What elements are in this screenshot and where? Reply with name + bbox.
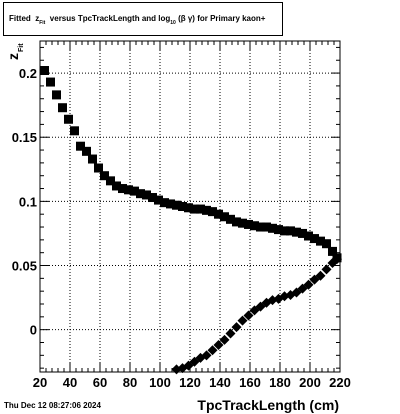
square-marker (232, 217, 241, 227)
x-tick-label: 120 (179, 375, 201, 390)
diamond-marker (225, 328, 236, 339)
x-tick-label: 20 (33, 375, 47, 390)
x-tick-label: 80 (123, 375, 137, 390)
square-marker (316, 236, 325, 246)
diamond-marker (201, 350, 212, 361)
square-marker (76, 141, 85, 151)
square-marker (250, 221, 259, 231)
square-marker (292, 227, 301, 237)
x-tick-label: 40 (63, 375, 77, 390)
x-tick-label: 220 (329, 375, 351, 390)
square-marker (124, 185, 133, 195)
square-marker (94, 163, 103, 173)
title-z-subscript: Fit (39, 20, 46, 26)
square-marker (106, 176, 115, 186)
y-axis-label: z Fit (5, 43, 25, 60)
square-marker (244, 219, 253, 229)
title-log-subscript: 10 (170, 20, 176, 26)
title-box: Fitted zFit versus TpcTrackLength and lo… (3, 2, 283, 36)
square-marker (58, 103, 67, 113)
y-tick-label: 0.2 (19, 66, 37, 81)
title-suffix: for Primary kaon+ (197, 14, 266, 23)
title-beta-gamma: (β γ) (178, 14, 195, 23)
square-marker (130, 186, 139, 196)
square-marker (304, 231, 313, 241)
square-marker (154, 195, 163, 205)
y-axis-label-subscript: Fit (18, 43, 25, 52)
square-marker (238, 218, 247, 228)
square-marker (40, 66, 49, 76)
y-tick-label: 0 (30, 323, 37, 338)
diamond-marker (213, 340, 224, 351)
square-marker (148, 193, 157, 203)
square-marker (172, 200, 181, 210)
square-marker (286, 226, 295, 236)
x-tick-label: 60 (93, 375, 107, 390)
square-marker (166, 199, 175, 209)
square-marker (70, 126, 79, 136)
square-marker (118, 184, 127, 194)
y-axis-label-main: z (5, 53, 21, 60)
square-marker (184, 203, 193, 213)
x-tick-label: 140 (209, 375, 231, 390)
square-marker (280, 226, 289, 236)
x-tick-label: 160 (239, 375, 261, 390)
square-marker (64, 114, 73, 124)
square-marker (274, 225, 283, 235)
square-marker (160, 198, 169, 208)
y-tick-label: 0.1 (19, 194, 37, 209)
diamond-marker (315, 270, 326, 281)
diamond-marker (207, 345, 218, 356)
square-marker (52, 90, 61, 100)
square-marker (208, 207, 217, 217)
square-marker (268, 223, 277, 233)
square-marker (328, 246, 337, 256)
square-marker (100, 171, 109, 181)
y-tick-label: 0.05 (12, 259, 37, 274)
x-tick-label: 180 (269, 375, 291, 390)
data-markers (40, 66, 342, 375)
diamond-marker (332, 254, 342, 265)
square-marker (226, 214, 235, 224)
diamond-marker (303, 279, 314, 290)
square-marker (136, 189, 145, 199)
title-z: z (35, 14, 40, 23)
tick-labels: 20 40 60 80 100 120 140 160 180 200 220 0 0.05 0.1 0.1… (12, 66, 351, 390)
title-mid: versus TpcTrackLength and log (49, 14, 171, 23)
x-tick-label: 100 (149, 375, 171, 390)
x-tick-label: 200 (299, 375, 321, 390)
square-marker (82, 146, 91, 156)
square-marker (190, 204, 199, 214)
diamond-marker (321, 264, 332, 275)
square-marker (142, 190, 151, 200)
square-marker (256, 222, 265, 232)
diamond-marker (231, 322, 242, 333)
chart-title: Fitted zFit versus TpcTrackLength and lo… (9, 14, 266, 26)
y-tick-label: 0.15 (12, 130, 37, 145)
diamond-marker (219, 334, 230, 345)
title-prefix: Fitted (9, 14, 31, 23)
square-marker (88, 154, 97, 164)
x-axis-label: TpcTrackLength (cm) (197, 397, 339, 413)
square-marker (196, 204, 205, 214)
diamond-marker (237, 315, 248, 326)
square-marker (178, 202, 187, 211)
square-marker (322, 239, 331, 249)
square-marker (298, 228, 307, 238)
square-marker (220, 212, 229, 222)
square-marker (310, 234, 319, 244)
square-marker (46, 77, 55, 87)
diamond-marker (243, 310, 254, 321)
square-marker (202, 205, 211, 215)
timestamp: Thu Dec 12 08:27:06 2024 (4, 401, 101, 410)
square-marker (262, 222, 271, 232)
square-marker (112, 181, 121, 191)
square-marker (214, 209, 223, 219)
